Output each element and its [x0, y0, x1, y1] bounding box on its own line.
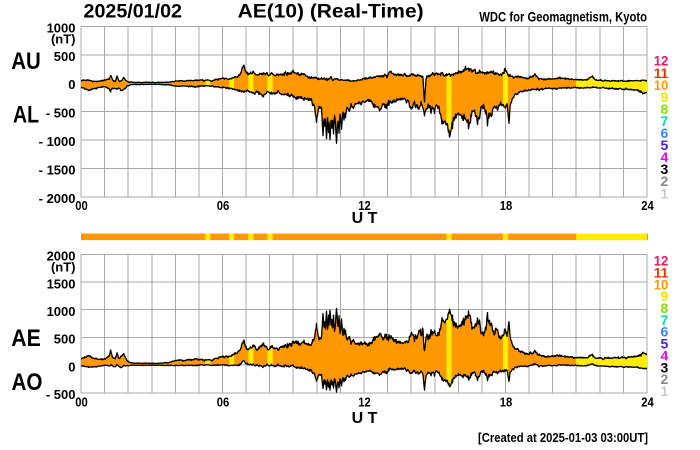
svg-text:AU: AU: [11, 48, 41, 75]
svg-text:00: 00: [75, 198, 88, 213]
svg-text:2: 2: [661, 371, 669, 387]
svg-text:12: 12: [358, 394, 371, 409]
svg-text:12: 12: [654, 53, 669, 69]
svg-text:7: 7: [661, 312, 669, 328]
svg-text:11: 11: [654, 65, 669, 81]
svg-text:10: 10: [654, 77, 669, 93]
svg-text:12: 12: [654, 253, 669, 269]
svg-text:1: 1: [661, 383, 669, 399]
svg-text:(nT): (nT): [51, 260, 76, 275]
svg-text:00: 00: [75, 394, 88, 409]
svg-text:6: 6: [661, 125, 669, 141]
svg-text:- 500: - 500: [46, 387, 76, 402]
svg-text:24: 24: [641, 394, 654, 409]
svg-text:1: 1: [661, 185, 669, 201]
svg-text:9: 9: [661, 288, 669, 304]
svg-text:AE: AE: [11, 325, 41, 352]
svg-text:AE(10) (Real-Time): AE(10) (Real-Time): [238, 1, 424, 23]
svg-text:5: 5: [661, 137, 669, 153]
svg-text:(nT): (nT): [51, 32, 76, 47]
svg-text:6: 6: [661, 324, 669, 340]
svg-text:U T: U T: [352, 410, 378, 427]
svg-text:500: 500: [54, 332, 76, 347]
svg-text:AO: AO: [12, 369, 43, 396]
svg-text:AL: AL: [13, 101, 39, 128]
svg-text:11: 11: [654, 264, 669, 280]
svg-text:24: 24: [641, 198, 654, 213]
svg-text:8: 8: [661, 101, 669, 117]
svg-text:10: 10: [654, 276, 669, 292]
svg-text:2: 2: [661, 173, 669, 189]
svg-text:1000: 1000: [47, 304, 76, 319]
svg-text:2025/01/02: 2025/01/02: [84, 1, 183, 23]
svg-text:3: 3: [661, 359, 669, 375]
svg-text:7: 7: [661, 113, 669, 129]
svg-text:- 1000: - 1000: [39, 134, 76, 149]
svg-text:0: 0: [68, 359, 75, 374]
svg-text:500: 500: [54, 49, 76, 64]
svg-text:1000: 1000: [47, 20, 76, 35]
svg-text:9: 9: [661, 89, 669, 105]
svg-text:4: 4: [661, 149, 669, 165]
svg-text:0: 0: [68, 77, 75, 92]
svg-text:12: 12: [358, 198, 371, 213]
svg-text:WDC for Geomagnetism, Kyoto: WDC for Geomagnetism, Kyoto: [479, 9, 647, 24]
svg-text:- 2000: - 2000: [39, 191, 76, 206]
svg-text:2000: 2000: [47, 249, 76, 264]
svg-text:4: 4: [661, 347, 669, 363]
svg-text:18: 18: [500, 394, 513, 409]
svg-text:1500: 1500: [47, 276, 76, 291]
svg-text:5: 5: [661, 336, 669, 352]
svg-text:18: 18: [500, 198, 513, 213]
svg-text:06: 06: [217, 394, 230, 409]
svg-text:- 1500: - 1500: [39, 162, 76, 177]
svg-text:U T: U T: [352, 210, 378, 227]
svg-text:3: 3: [661, 161, 669, 177]
svg-text:06: 06: [217, 198, 230, 213]
svg-text:[Created at 2025-01-03 03:00UT: [Created at 2025-01-03 03:00UT]: [478, 430, 648, 445]
svg-text:8: 8: [661, 300, 669, 316]
svg-text:- 500: - 500: [46, 106, 76, 121]
